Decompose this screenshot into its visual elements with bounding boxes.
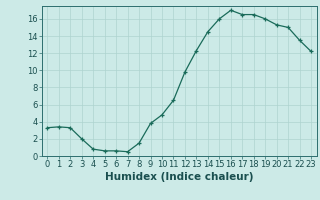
- X-axis label: Humidex (Indice chaleur): Humidex (Indice chaleur): [105, 172, 253, 182]
